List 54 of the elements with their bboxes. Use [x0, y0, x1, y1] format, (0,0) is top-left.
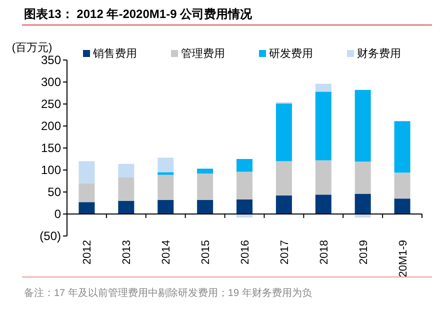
y-tick-label: 150	[40, 141, 62, 155]
y-tick-label: 350	[40, 53, 62, 67]
y-tick-label: 100	[40, 163, 62, 177]
bar	[118, 177, 134, 201]
bar	[236, 159, 252, 172]
bar	[197, 174, 214, 200]
bar	[315, 160, 332, 195]
bar	[354, 194, 371, 214]
bar	[197, 200, 214, 214]
bar	[354, 90, 371, 162]
chart-title: 图表13： 2012 年-2020M1-9 公司费用情况	[24, 7, 254, 21]
bar	[315, 84, 332, 92]
y-tick-label: 300	[40, 75, 62, 89]
bar	[158, 172, 174, 175]
legend-label: 管理费用	[181, 47, 225, 60]
legend-label: 财务费用	[357, 47, 401, 60]
x-tick-label: 2016	[240, 240, 252, 264]
y-tick-label: 50	[48, 185, 62, 199]
x-tick-label: 2017	[278, 240, 291, 264]
bar	[236, 172, 252, 200]
bar	[276, 196, 292, 214]
x-tick-label: 20M1-9	[397, 240, 410, 278]
bar	[394, 172, 410, 199]
bar	[315, 92, 332, 160]
y-tick-label: 200	[40, 119, 62, 133]
bar	[158, 158, 174, 172]
bar	[394, 198, 410, 214]
x-tick-label: 2015	[200, 240, 212, 264]
bar	[315, 194, 332, 214]
bar	[276, 104, 292, 162]
bar	[78, 183, 95, 202]
y-axis-title: (百万元)	[12, 42, 52, 54]
y-tick-label: 250	[40, 97, 62, 111]
y-tick-label: 0	[54, 207, 62, 221]
bar	[158, 200, 174, 214]
x-tick-label: 2018	[318, 240, 330, 264]
bar	[236, 199, 252, 214]
x-tick-label: 2019	[358, 240, 370, 264]
bar	[118, 200, 134, 214]
bar	[354, 162, 371, 194]
y-tick-label: (50)	[40, 229, 61, 243]
x-tick-label: 2013	[121, 240, 134, 264]
bar	[78, 161, 95, 184]
text: 备注：17 年及以前管理费用中剔除研发费用；19 年财务费用为负	[24, 287, 312, 299]
bar	[197, 168, 214, 174]
legend-label: 研发费用	[269, 47, 313, 60]
bar	[118, 164, 134, 178]
bar	[394, 121, 410, 173]
legend-label: 销售费用	[92, 47, 137, 60]
bar	[158, 174, 174, 200]
x-tick-label: 2014	[160, 240, 173, 264]
bar	[78, 202, 95, 214]
bar	[276, 161, 292, 196]
x-tick-label: 2012	[82, 240, 94, 264]
